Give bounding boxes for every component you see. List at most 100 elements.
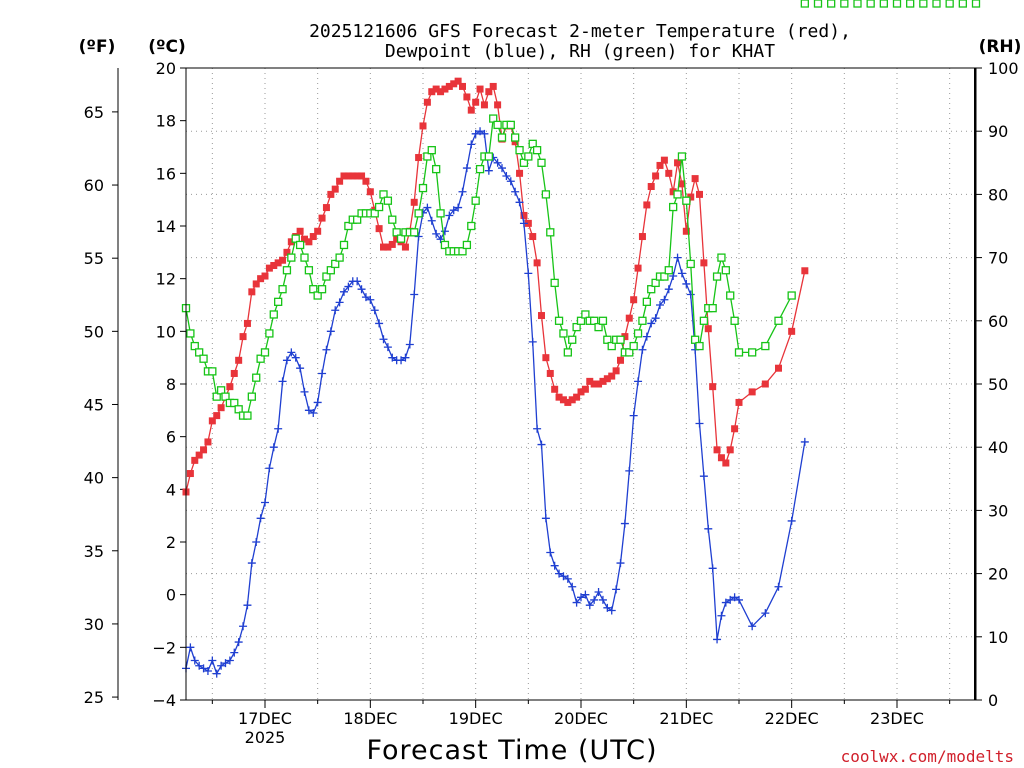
temperature-point bbox=[516, 169, 524, 177]
temperature-point bbox=[380, 243, 387, 251]
rh-point bbox=[493, 120, 502, 130]
fahrenheit-unit-label: (ºF) bbox=[79, 37, 116, 57]
rh-point bbox=[651, 278, 660, 288]
plot-frame bbox=[185, 67, 977, 701]
dewpoint-point bbox=[388, 353, 397, 362]
celsius-tick-label: 12 bbox=[156, 270, 176, 289]
dewpoint-point bbox=[555, 569, 564, 578]
rh-point bbox=[383, 196, 393, 205]
dewpoint-point bbox=[537, 440, 546, 449]
rh-point bbox=[519, 158, 529, 167]
rh-point bbox=[734, 348, 744, 357]
rh-point bbox=[524, 152, 533, 161]
dewpoint-point bbox=[256, 514, 265, 523]
dewpoint-point bbox=[203, 667, 212, 676]
rh-point bbox=[304, 266, 314, 275]
dewpoint-point bbox=[787, 516, 796, 525]
rh-point bbox=[440, 240, 450, 250]
rh-point bbox=[418, 183, 428, 193]
rh-point bbox=[633, 329, 643, 338]
rh-point bbox=[590, 316, 599, 325]
temperature-point bbox=[748, 388, 756, 396]
dewpoint-point bbox=[247, 559, 256, 568]
temperature-point bbox=[441, 85, 449, 93]
celsius-tick-label: 16 bbox=[156, 164, 176, 183]
rh-tick-label: 100 bbox=[988, 59, 1019, 78]
rh-point bbox=[690, 335, 700, 344]
temperature-point bbox=[564, 398, 572, 406]
dewpoint-point bbox=[598, 595, 607, 604]
dewpoint-point bbox=[287, 348, 296, 357]
temperature-point bbox=[191, 456, 199, 464]
rh-point bbox=[287, 253, 296, 262]
temperature-point bbox=[775, 364, 782, 372]
temperature-point bbox=[283, 248, 291, 256]
dewpoint-point bbox=[340, 287, 348, 296]
dewpoint-point bbox=[291, 353, 300, 362]
rh-point bbox=[458, 247, 467, 256]
dewpoint-point bbox=[634, 377, 643, 386]
temperature-point bbox=[722, 459, 730, 467]
rh-point bbox=[432, 164, 441, 174]
rh-point bbox=[721, 266, 730, 275]
rh-point bbox=[221, 392, 230, 401]
dewpoint-point bbox=[577, 593, 585, 602]
rh-point bbox=[594, 322, 603, 332]
temperature-point bbox=[459, 82, 466, 90]
temperature-point bbox=[327, 190, 335, 198]
temperature-point bbox=[340, 172, 348, 180]
rh-point bbox=[774, 316, 783, 325]
celsius-unit-label: (ºC) bbox=[148, 37, 186, 57]
dewpoint-point bbox=[669, 272, 678, 281]
temperature-point bbox=[217, 404, 225, 412]
dewpoint-point bbox=[195, 661, 204, 670]
temperature-point bbox=[674, 159, 682, 167]
dewpoint-point bbox=[322, 345, 331, 354]
rh-point bbox=[396, 234, 406, 243]
dewpoint-point bbox=[449, 206, 458, 215]
temperature-point bbox=[450, 80, 458, 88]
chart-title-line1: 2025121606 GFS Forecast 2-meter Temperat… bbox=[309, 21, 851, 42]
x-tick-label: 22DEC bbox=[765, 709, 819, 728]
temperature-point bbox=[652, 172, 660, 180]
dewpoint-point bbox=[664, 285, 673, 294]
temperature-point bbox=[305, 238, 313, 246]
rh-point bbox=[392, 228, 401, 237]
rh-point bbox=[506, 120, 515, 130]
rh-point bbox=[515, 146, 524, 155]
rh-point bbox=[216, 386, 226, 395]
temperature-point bbox=[801, 267, 809, 275]
temperature-point bbox=[691, 175, 699, 183]
rh-tick-label: 10 bbox=[988, 628, 1008, 647]
dewpoint-point bbox=[423, 203, 432, 212]
chart-title-line2: Dewpoint (blue), RH (green) for KHAT bbox=[385, 41, 775, 62]
temperature-point bbox=[761, 380, 769, 388]
temperature-point bbox=[643, 201, 651, 209]
dewpoint-point bbox=[656, 301, 664, 309]
x-tick-label: 18DEC bbox=[343, 709, 397, 728]
rh-point bbox=[800, 0, 809, 8]
dewpoint-point bbox=[590, 595, 599, 604]
rh-point bbox=[317, 285, 327, 294]
temperature-point bbox=[735, 398, 743, 406]
dewpoint-point bbox=[515, 198, 524, 207]
dewpoint-point bbox=[502, 171, 511, 180]
rh-point bbox=[295, 240, 305, 250]
rh-point bbox=[629, 341, 638, 351]
rh-point bbox=[695, 341, 704, 351]
temperature-point bbox=[682, 227, 690, 235]
dewpoint-point bbox=[506, 177, 515, 186]
rh-point bbox=[234, 405, 243, 414]
dewpoint-point bbox=[528, 337, 537, 346]
dewpoint-point bbox=[638, 345, 647, 354]
rh-point bbox=[252, 373, 261, 382]
rh-point bbox=[190, 341, 199, 351]
celsius-tick-label: 8 bbox=[166, 375, 176, 394]
rh-point bbox=[300, 253, 309, 262]
rh-point bbox=[489, 114, 498, 123]
dewpoint-point bbox=[484, 166, 493, 175]
temperature-point bbox=[287, 238, 295, 246]
dewpoint-point bbox=[440, 227, 449, 236]
dewpoint-point bbox=[730, 593, 739, 602]
dewpoint-point bbox=[471, 129, 480, 138]
